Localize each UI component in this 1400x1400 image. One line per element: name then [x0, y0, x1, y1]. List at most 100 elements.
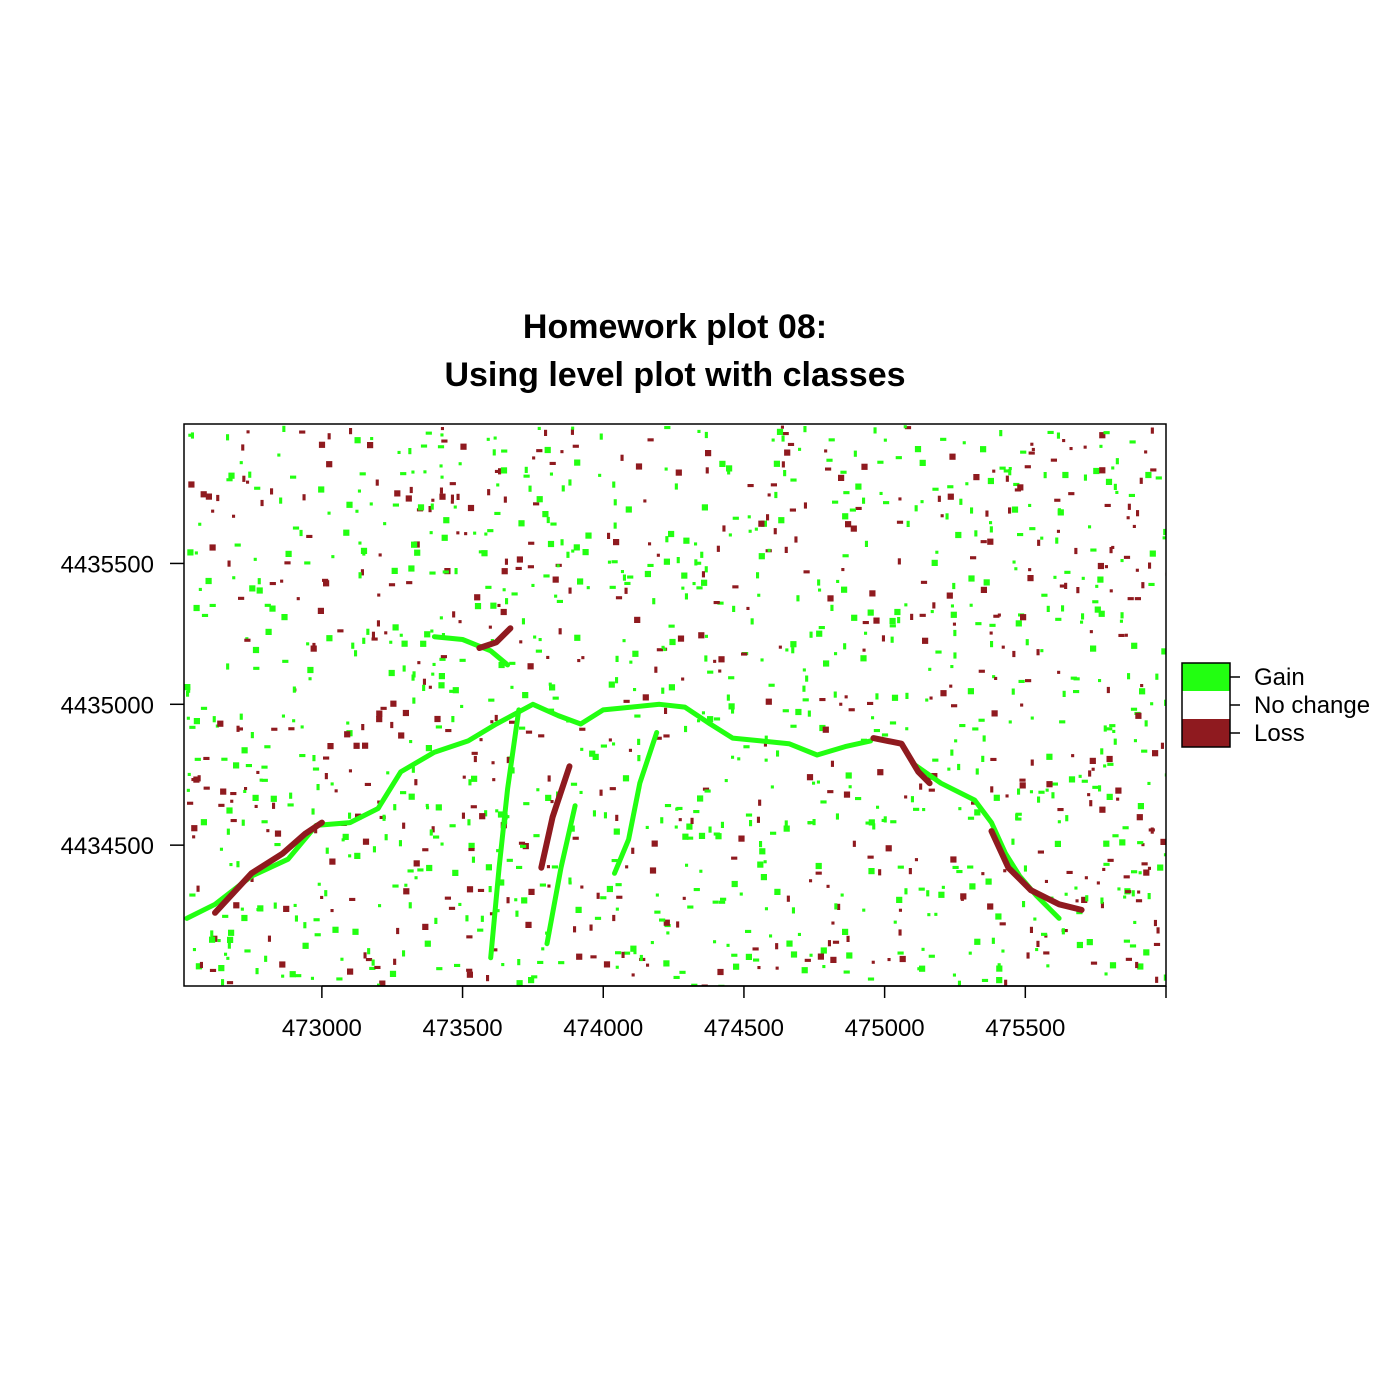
gain-pixel	[1011, 688, 1015, 695]
gain-pixel	[1131, 890, 1135, 897]
gain-pixel	[969, 883, 976, 890]
gain-pixel	[354, 852, 361, 859]
loss-pixel	[1099, 806, 1106, 813]
gain-pixel	[697, 719, 701, 723]
loss-pixel	[682, 896, 686, 900]
loss-pixel	[741, 652, 748, 656]
gain-pixel	[728, 676, 735, 680]
loss-pixel	[193, 776, 200, 783]
gain-pixel	[633, 688, 637, 692]
loss-pixel	[572, 836, 579, 840]
gain-pixel	[1109, 724, 1116, 728]
gain-pixel	[241, 747, 248, 754]
loss-pixel	[873, 617, 880, 624]
loss-pixel	[546, 865, 550, 869]
gain-pixel	[244, 949, 251, 953]
loss-pixel	[677, 635, 685, 642]
loss-pixel	[302, 494, 306, 501]
gain-pixel	[541, 947, 545, 951]
loss-pixel	[628, 748, 632, 752]
gain-pixel	[786, 940, 793, 947]
loss-pixel	[1106, 755, 1113, 763]
gain-pixel	[414, 549, 421, 556]
gain-pixel	[826, 458, 833, 462]
gain-pixel	[290, 475, 297, 479]
loss-pixel	[862, 621, 869, 625]
gain-pixel	[1107, 762, 1114, 766]
loss-pixel	[1148, 562, 1152, 569]
gain-pixel	[1131, 642, 1138, 649]
gain-pixel	[1081, 779, 1088, 783]
gain-pixel	[745, 929, 752, 933]
gain-pixel	[436, 967, 443, 971]
gain-pixel	[1111, 466, 1115, 470]
gain-pixel	[552, 696, 559, 700]
gain-pixel	[1106, 727, 1113, 731]
loss-pixel	[527, 565, 534, 569]
gain-pixel	[776, 750, 780, 757]
gain-pixel	[1162, 536, 1166, 540]
gain-pixel	[1011, 838, 1015, 845]
gain-pixel	[918, 887, 925, 891]
gain-pixel	[232, 576, 236, 580]
gain-pixel	[240, 907, 244, 911]
gain-pixel	[764, 758, 768, 762]
loss-pixel	[770, 483, 777, 487]
gain-pixel	[781, 435, 785, 442]
loss-pixel	[781, 461, 785, 468]
loss-pixel	[471, 751, 478, 755]
loss-pixel	[230, 792, 237, 796]
gain-pixel	[974, 938, 981, 945]
gain-pixel	[194, 757, 201, 761]
gain-pixel	[981, 978, 989, 982]
loss-pixel	[647, 438, 654, 442]
gain-pixel	[585, 532, 592, 539]
gain-pixel	[1064, 892, 1068, 896]
gain-pixel	[668, 624, 675, 628]
loss-pixel	[422, 678, 426, 685]
gain-pixel	[952, 865, 959, 869]
gain-pixel	[1103, 862, 1110, 866]
loss-pixel	[1081, 896, 1088, 903]
loss-pixel	[367, 442, 374, 449]
gain-pixel	[493, 436, 497, 440]
gain-pixel	[546, 516, 550, 524]
loss-pixel	[241, 444, 245, 451]
loss-pixel	[794, 536, 798, 543]
loss-pixel	[498, 468, 502, 475]
loss-pixel	[466, 935, 473, 939]
gain-pixel	[346, 501, 353, 508]
loss-pixel	[377, 800, 381, 804]
gain-pixel	[873, 729, 880, 733]
loss-pixel	[233, 902, 240, 909]
chart-title-line-2: Using level plot with classes	[444, 356, 906, 394]
gain-pixel	[615, 883, 622, 887]
gain-pixel	[325, 847, 329, 854]
gain-pixel	[1148, 582, 1155, 586]
loss-pixel	[980, 586, 987, 593]
gain-pixel	[521, 618, 525, 625]
gain-pixel	[424, 631, 431, 638]
loss-pixel	[353, 742, 360, 749]
loss-pixel	[456, 531, 460, 535]
loss-pixel	[503, 496, 507, 503]
gain-pixel	[343, 529, 350, 536]
loss-pixel	[1008, 507, 1012, 514]
loss-pixel	[599, 789, 603, 796]
gain-pixel	[1062, 471, 1069, 479]
loss-pixel	[1057, 808, 1064, 812]
x-tick-label: 475000	[845, 1015, 925, 1042]
gain-pixel	[348, 812, 352, 819]
gain-pixel	[408, 448, 412, 455]
loss-pixel	[1150, 427, 1154, 434]
gain-pixel	[615, 907, 619, 911]
gain-pixel	[818, 588, 822, 592]
gain-pixel	[622, 639, 626, 643]
gain-pixel	[514, 898, 518, 902]
gain-pixel	[1015, 813, 1019, 820]
loss-pixel	[1144, 450, 1148, 454]
gain-pixel	[352, 928, 359, 935]
gain-pixel	[815, 862, 822, 870]
gain-pixel	[659, 918, 666, 922]
loss-pixel	[464, 532, 468, 536]
